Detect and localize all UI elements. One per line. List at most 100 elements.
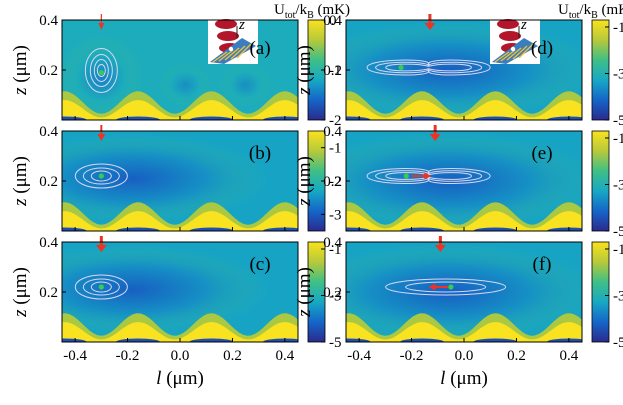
inset-grating-line <box>494 51 510 63</box>
colorbar-tick-label: -2 <box>329 113 342 129</box>
inset-atom <box>510 46 516 52</box>
y-axis-label-var: z <box>294 309 315 318</box>
colorbar-title-unit: (mK) <box>314 2 350 18</box>
y-axis-label: z (μm) <box>10 45 31 96</box>
colorbar-tick-label: -3 <box>613 177 623 193</box>
y-axis-label-var: z <box>294 87 315 96</box>
colorbar-title-sub2: B <box>307 10 314 21</box>
inset-grating-line <box>236 43 252 59</box>
grating-bump <box>116 116 161 120</box>
grating-bump <box>116 227 161 231</box>
grating-bump <box>473 338 518 342</box>
colorbar-title-sub: tot <box>285 10 296 21</box>
y-axis-label-var: z <box>10 87 31 96</box>
colorbar <box>591 130 610 232</box>
trap-well <box>62 35 144 120</box>
grating-bump <box>262 338 298 342</box>
colorbar-tick-label: -1 <box>613 242 623 258</box>
y-tick-label: 0.4 <box>323 124 342 140</box>
tweezer-arrow-head <box>97 134 106 141</box>
x-axis-label: l (μm) <box>440 368 488 389</box>
tweezer-arrow-head <box>434 245 446 252</box>
inset-z-label: z <box>520 17 527 33</box>
inset-atom <box>228 46 234 52</box>
atom-marker <box>98 284 104 290</box>
x-tick-label: -0.2 <box>116 348 140 364</box>
contour-line <box>74 163 128 189</box>
inset-grating-line <box>512 45 528 60</box>
x-tick-label: 0.2 <box>507 348 526 364</box>
colorbar-title-main: U <box>558 2 569 18</box>
grating-bump <box>262 227 298 231</box>
inset-grating <box>210 38 256 64</box>
shift-arrow-head <box>424 172 432 180</box>
grating-bump <box>116 338 161 342</box>
grating-bump <box>62 227 87 231</box>
contour-line <box>90 281 112 293</box>
trap-well <box>62 245 268 334</box>
panel-b: (b) 0.4 0.2 z (μm) -1 -2 -3 <box>10 124 342 232</box>
inset-grating-line <box>230 45 246 60</box>
x-tick-label: -0.4 <box>63 348 87 364</box>
tweezer-arrow-head <box>98 23 105 30</box>
tweezer-arrow-head <box>95 245 107 252</box>
contour-line <box>385 278 507 296</box>
inset-grating-line <box>518 43 534 59</box>
atom-marker <box>398 64 404 71</box>
inset-z-label: z <box>238 17 245 33</box>
grating-bump <box>189 227 234 231</box>
y-axis-label: z (μm) <box>10 267 31 318</box>
colorbar-tick-label: -5 <box>613 113 623 129</box>
colorbar <box>591 19 610 121</box>
panel-label: (b) <box>249 143 271 164</box>
contour-line <box>366 59 491 76</box>
colorbar-title-sub: tot <box>569 10 580 21</box>
y-axis-label-var: z <box>10 198 31 207</box>
grating-bump <box>62 338 87 342</box>
x-tick-label: 0.2 <box>223 348 242 364</box>
colorbar-title: Utot/kB (mK) <box>274 2 350 21</box>
contour-line <box>96 64 106 77</box>
colorbar-tick-label: -1 <box>329 242 342 258</box>
panel-f: (f) 0.4 0.2 z (μm) -0.4 -0.2 0.0 0.2 0.4 l (μm) -1… <box>294 235 623 389</box>
contour-line <box>375 61 483 74</box>
x-tick-label: 0.4 <box>276 348 295 364</box>
colorbar-tick-label: -3 <box>613 288 623 304</box>
atom-marker <box>98 69 104 76</box>
colorbar-title-mid: /k <box>579 2 591 18</box>
inset-schematic: z <box>208 16 258 64</box>
panel-label: (c) <box>249 254 270 275</box>
grating-bump <box>400 338 445 342</box>
surface-hot-band <box>346 100 582 120</box>
heatmap-area <box>346 20 582 120</box>
surface-hot-band <box>346 211 582 231</box>
inset-trap-lobe <box>215 19 237 29</box>
inset-trap-lobe <box>497 19 519 29</box>
grating-bump <box>546 338 582 342</box>
colorbar-tick-label: -1 <box>329 63 342 79</box>
inset-grating-line <box>500 49 516 62</box>
contour-line <box>84 48 118 93</box>
grating-bump <box>400 116 445 120</box>
surface-hot-band <box>346 322 582 342</box>
colorbar-tick-label: -1 <box>329 141 342 157</box>
y-axis-label: z (μm) <box>294 45 315 96</box>
colorbar-title-main: U <box>274 2 285 18</box>
y-axis-label-unit: (μm) <box>10 267 31 309</box>
trap-well <box>62 134 268 223</box>
y-tick-label: 0.2 <box>39 174 58 190</box>
contour-line <box>90 170 112 182</box>
y-axis-label: z (μm) <box>294 156 315 207</box>
inset-grating-line <box>506 47 522 61</box>
colorbar-tick-label: -5 <box>613 335 623 351</box>
grating-bump <box>189 116 234 120</box>
panel-c: (c) 0.4 0.2 z (μm) -0.4 -0.2 0.0 0.2 0.4 l (μm) -1… <box>10 235 342 389</box>
grating-bump <box>473 116 518 120</box>
y-tick-label: 0.4 <box>39 124 58 140</box>
heatmap-area <box>346 131 582 231</box>
inset-schematic: z <box>490 16 540 64</box>
shift-arrow-head <box>428 283 436 291</box>
